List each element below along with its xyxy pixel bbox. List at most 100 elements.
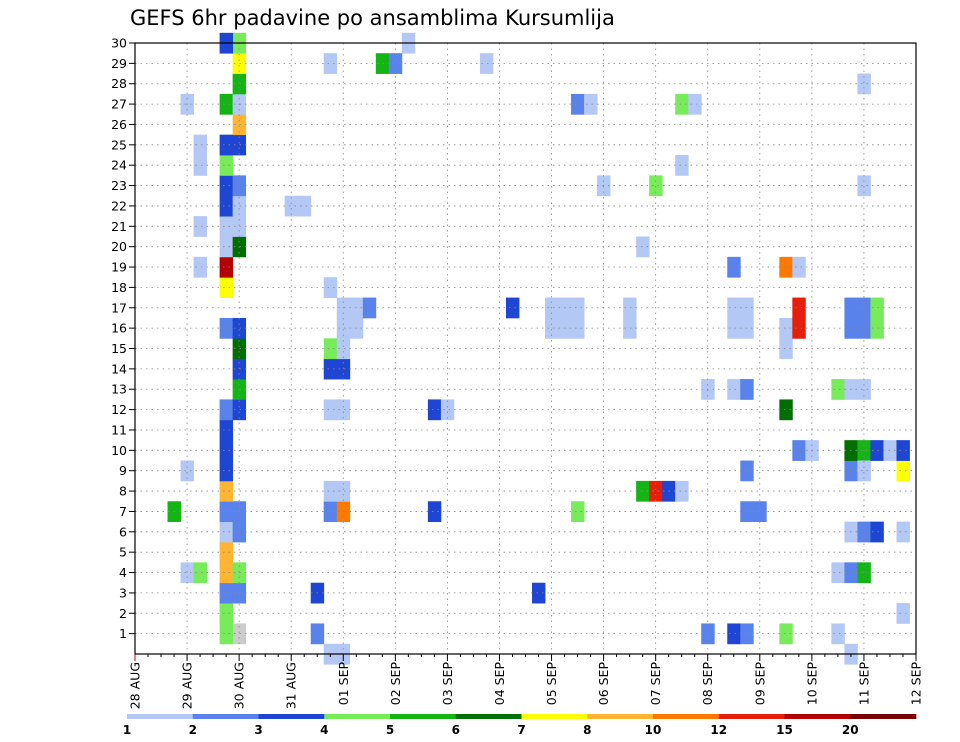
heatmap-cell xyxy=(831,623,845,645)
heatmap-cell xyxy=(219,603,234,624)
heatmap-cell xyxy=(219,419,234,441)
heatmap-cell xyxy=(779,338,793,360)
colorbar-label: 8 xyxy=(583,723,591,737)
x-tick-label: 01 SEP xyxy=(336,662,351,706)
y-tick-label: 11 xyxy=(111,422,127,437)
y-tick-label: 15 xyxy=(111,341,127,356)
heatmap-cell xyxy=(323,358,338,380)
heatmap-cell xyxy=(571,297,585,319)
heatmap-cell xyxy=(219,582,234,604)
y-tick-label: 14 xyxy=(111,361,127,376)
heatmap-cell xyxy=(323,338,338,360)
heatmap-cell xyxy=(323,399,338,421)
heatmap-cell xyxy=(232,623,247,645)
heatmap-cell xyxy=(180,460,194,482)
colorbar-label: 10 xyxy=(645,723,662,737)
heatmap-cell xyxy=(219,216,234,237)
heatmap-cell xyxy=(232,521,247,543)
heatmap-cell xyxy=(232,134,247,156)
colorbar-swatch xyxy=(127,714,194,719)
heatmap-cell xyxy=(219,277,234,298)
heatmap-cell xyxy=(831,379,845,400)
heatmap-cell xyxy=(857,562,871,584)
heatmap-cell xyxy=(193,562,207,584)
colorbar-swatch xyxy=(390,714,457,719)
heatmap-cell xyxy=(870,521,884,543)
heatmap-cell xyxy=(336,399,351,421)
y-tick-label: 7 xyxy=(119,504,127,519)
heatmap-cell xyxy=(870,297,884,319)
heatmap-cell xyxy=(323,480,338,502)
colorbar-swatch xyxy=(784,714,851,719)
y-tick-label: 20 xyxy=(111,239,127,254)
heatmap-cell xyxy=(779,256,793,278)
colorbar-label: 3 xyxy=(254,723,262,737)
x-tick-label: 10 SEP xyxy=(804,662,819,706)
colorbar-swatch xyxy=(718,714,785,719)
heatmap-cell xyxy=(479,53,494,74)
x-tick-label: 30 AUG xyxy=(232,662,247,709)
heatmap-cell xyxy=(219,256,234,278)
y-tick-label: 24 xyxy=(111,158,127,173)
heatmap-cell xyxy=(870,317,884,339)
x-tick-label: 28 AUG xyxy=(128,662,143,709)
heatmap-cell xyxy=(232,175,247,197)
colorbar-label: 2 xyxy=(189,723,197,737)
chart-title: GEFS 6hr padavine po ansamblima Kursumli… xyxy=(130,6,615,30)
grid xyxy=(135,42,916,654)
heatmap-cell xyxy=(323,277,338,298)
heatmap-cell xyxy=(792,297,806,319)
heatmap-cell xyxy=(297,195,312,217)
heatmap-cell xyxy=(675,93,689,115)
heatmap-cell xyxy=(545,317,559,339)
heatmap-cell xyxy=(232,317,247,339)
heatmap-cell xyxy=(362,297,377,319)
y-tick-label: 29 xyxy=(111,56,127,71)
heatmap-cell xyxy=(336,358,351,380)
x-tick-label: 08 SEP xyxy=(700,662,715,706)
colorbar-swatch xyxy=(324,714,391,719)
colorbar-label: 12 xyxy=(710,723,727,737)
heatmap-cell xyxy=(857,73,871,95)
heatmap-cell xyxy=(727,379,741,400)
x-tick-label: 29 AUG xyxy=(180,662,195,709)
y-tick-label: 8 xyxy=(119,484,127,499)
heatmap-cell xyxy=(193,216,207,237)
heatmap-cell xyxy=(193,256,207,278)
heatmap-cell xyxy=(388,53,403,74)
heatmap-cell xyxy=(727,297,741,319)
heatmap-cell xyxy=(727,623,741,645)
y-tick-label: 17 xyxy=(111,300,127,315)
y-tick-label: 22 xyxy=(111,198,127,213)
heatmap-cell xyxy=(180,562,194,584)
heatmap-cell xyxy=(336,480,351,502)
x-tick-label: 03 SEP xyxy=(440,662,455,706)
heatmap-cell xyxy=(219,134,234,156)
heatmap-cell xyxy=(688,93,702,115)
y-tick-label: 1 xyxy=(119,626,127,641)
heatmap-cell xyxy=(505,297,520,319)
heatmap-cell xyxy=(219,501,234,523)
y-tick-label: 9 xyxy=(119,463,127,478)
heatmap-cell xyxy=(571,501,585,523)
x-tick-label: 07 SEP xyxy=(648,662,663,706)
colorbar-label: 4 xyxy=(320,723,328,737)
y-tick-label: 30 xyxy=(111,36,127,51)
y-tick-label: 6 xyxy=(119,524,127,539)
heatmap-cell xyxy=(219,562,234,584)
heatmap-cell xyxy=(870,440,884,461)
y-tick-label: 12 xyxy=(111,402,127,417)
heatmap-cell xyxy=(779,399,793,421)
heatmap-cell xyxy=(896,603,910,624)
colorbar-label: 6 xyxy=(452,723,460,737)
heatmap-cell xyxy=(571,317,585,339)
x-tick-label: 09 SEP xyxy=(752,662,767,706)
y-tick-label: 5 xyxy=(119,545,127,560)
heatmap-cell xyxy=(219,175,234,197)
y-tick-label: 3 xyxy=(119,585,127,600)
heatmap-cell xyxy=(831,562,845,584)
heatmap-cell xyxy=(219,541,234,563)
heatmap-cell xyxy=(857,379,871,400)
heatmap-cell xyxy=(232,399,247,421)
